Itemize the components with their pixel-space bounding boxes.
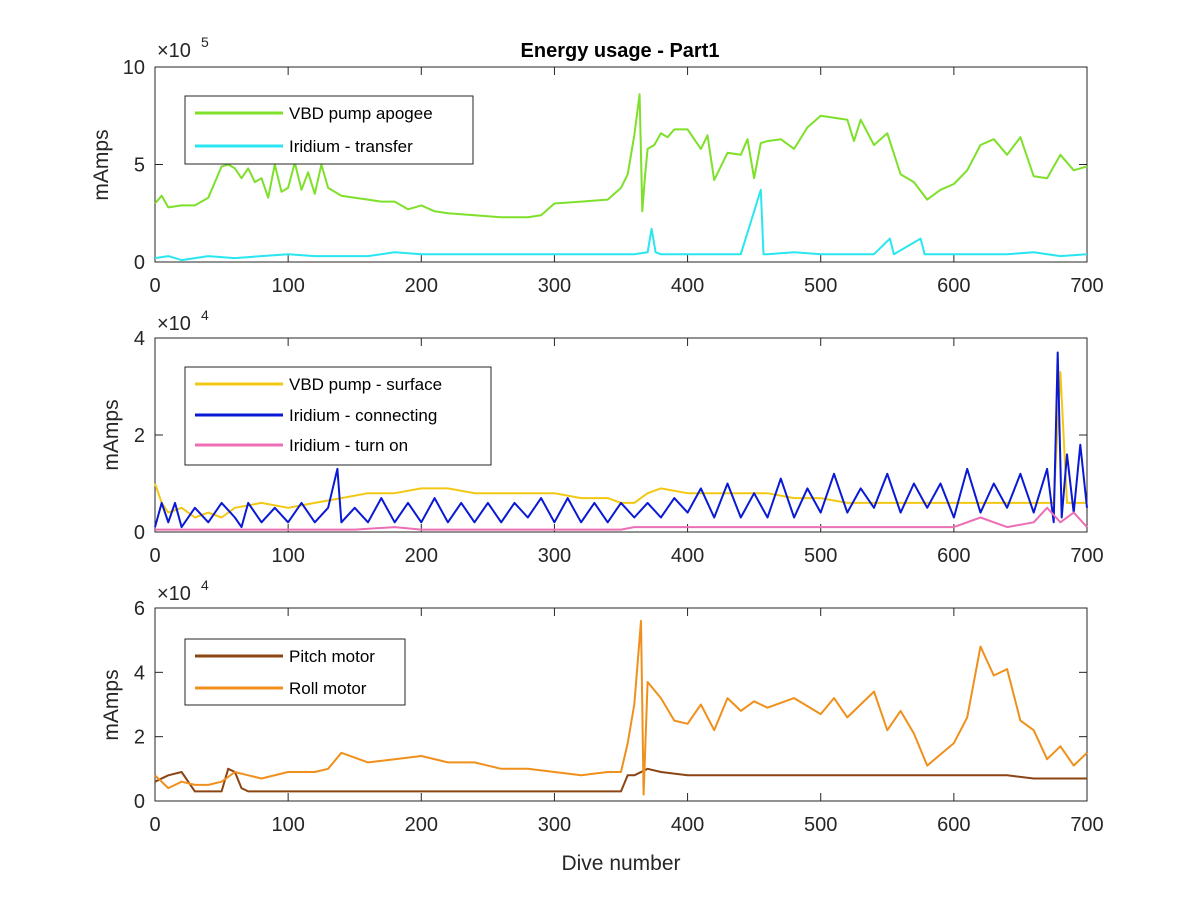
y-axis-label: mAmps	[90, 129, 113, 200]
y-tick-label: 0	[134, 252, 145, 274]
x-tick-label: 200	[405, 275, 438, 297]
panel-1: Energy usage - Part1 ×10 5 0 100 200 300 400…	[90, 34, 1104, 297]
chart-title: Energy usage - Part1	[521, 40, 720, 62]
x-tick-label: 0	[149, 545, 160, 567]
x-axis-label: Dive number	[561, 852, 680, 875]
x-tick-label: 600	[937, 275, 970, 297]
series-lines	[154, 351, 1088, 531]
panel-2: ×10 4 0 100 200 300 400 500 600 700 0 2 4 mAmps V…	[100, 307, 1104, 567]
x-tick-label: 600	[937, 814, 970, 836]
legend-box	[184, 638, 406, 706]
y-axis-label: mAmps	[100, 399, 123, 470]
y-tick-label: 5	[134, 155, 145, 177]
exponent-label: ×10 5	[157, 34, 209, 62]
x-tick-label: 500	[804, 545, 837, 567]
legend: Pitch motor Roll motor	[184, 638, 406, 706]
legend-box	[184, 95, 474, 165]
x-tick-label: 400	[671, 545, 704, 567]
x-tick-label: 200	[405, 814, 438, 836]
x-tick-label: 500	[804, 275, 837, 297]
legend-label-vbd-pump-surface: VBD pump - surface	[289, 375, 442, 394]
x-tick-label: 200	[405, 545, 438, 567]
y-tick-label: 2	[134, 425, 145, 447]
tick-marks	[154, 607, 1088, 802]
y-tick-label: 6	[134, 598, 145, 620]
series-line-iridium-connecting	[154, 351, 1088, 529]
x-tick-label: 300	[538, 275, 571, 297]
x-tick-label: 300	[538, 545, 571, 567]
tick-marks	[154, 66, 1088, 263]
exponent-base: ×10	[157, 313, 191, 335]
legend-label-vbd-pump-apogee: VBD pump apogee	[289, 104, 433, 123]
exponent-base: ×10	[157, 40, 191, 62]
x-tick-label: 500	[804, 814, 837, 836]
y-tick-labels: 0 5 10	[123, 57, 145, 274]
legend-label-iridium-transfer: Iridium - transfer	[289, 137, 413, 156]
x-tick-label: 700	[1070, 814, 1103, 836]
legend: VBD pump apogee Iridium - transfer	[184, 95, 474, 165]
x-tick-labels: 0 100 200 300 400 500 600 700	[149, 545, 1103, 567]
series-line-pitch-motor	[154, 767, 1087, 793]
x-tick-label: 100	[271, 814, 304, 836]
exponent-power: 4	[201, 577, 209, 593]
x-tick-label: 400	[671, 814, 704, 836]
series-lines	[154, 619, 1088, 796]
x-tick-label: 100	[271, 545, 304, 567]
y-tick-label: 0	[134, 791, 145, 813]
x-tick-labels: 0 100 200 300 400 500 600 700	[149, 814, 1103, 836]
legend: VBD pump - surface Iridium - connecting …	[184, 366, 492, 466]
x-tick-label: 0	[149, 275, 160, 297]
exponent-power: 4	[201, 307, 209, 323]
y-tick-label: 4	[134, 328, 145, 350]
y-tick-label: 10	[123, 57, 145, 79]
y-axis-label: mAmps	[100, 669, 123, 740]
y-tick-labels: 0 2 4 6	[134, 598, 145, 813]
y-tick-label: 4	[134, 662, 145, 684]
x-tick-label: 400	[671, 275, 704, 297]
x-tick-label: 0	[149, 814, 160, 836]
series-line-iridium-turn-on	[155, 506, 1088, 531]
series-line-roll-motor	[154, 619, 1088, 796]
x-tick-label: 700	[1070, 275, 1103, 297]
x-tick-label: 300	[538, 814, 571, 836]
exponent-base: ×10	[157, 583, 191, 605]
x-tick-label: 100	[271, 275, 304, 297]
x-tick-label: 700	[1070, 545, 1103, 567]
legend-label-pitch-motor: Pitch motor	[289, 647, 375, 666]
legend-label-roll-motor: Roll motor	[289, 679, 367, 698]
legend-label-iridium-connecting: Iridium - connecting	[289, 406, 437, 425]
y-tick-label: 2	[134, 727, 145, 749]
exponent-label: ×10 4	[157, 307, 209, 335]
legend-label-iridium-turn-on: Iridium - turn on	[289, 436, 408, 455]
series-line-iridium-transfer	[154, 188, 1088, 262]
exponent-power: 5	[201, 34, 209, 50]
x-tick-labels: 0 100 200 300 400 500 600 700	[149, 275, 1103, 297]
y-tick-labels: 0 2 4	[134, 328, 145, 544]
exponent-label: ×10 4	[157, 577, 209, 605]
y-tick-label: 0	[134, 522, 145, 544]
x-tick-label: 600	[937, 545, 970, 567]
